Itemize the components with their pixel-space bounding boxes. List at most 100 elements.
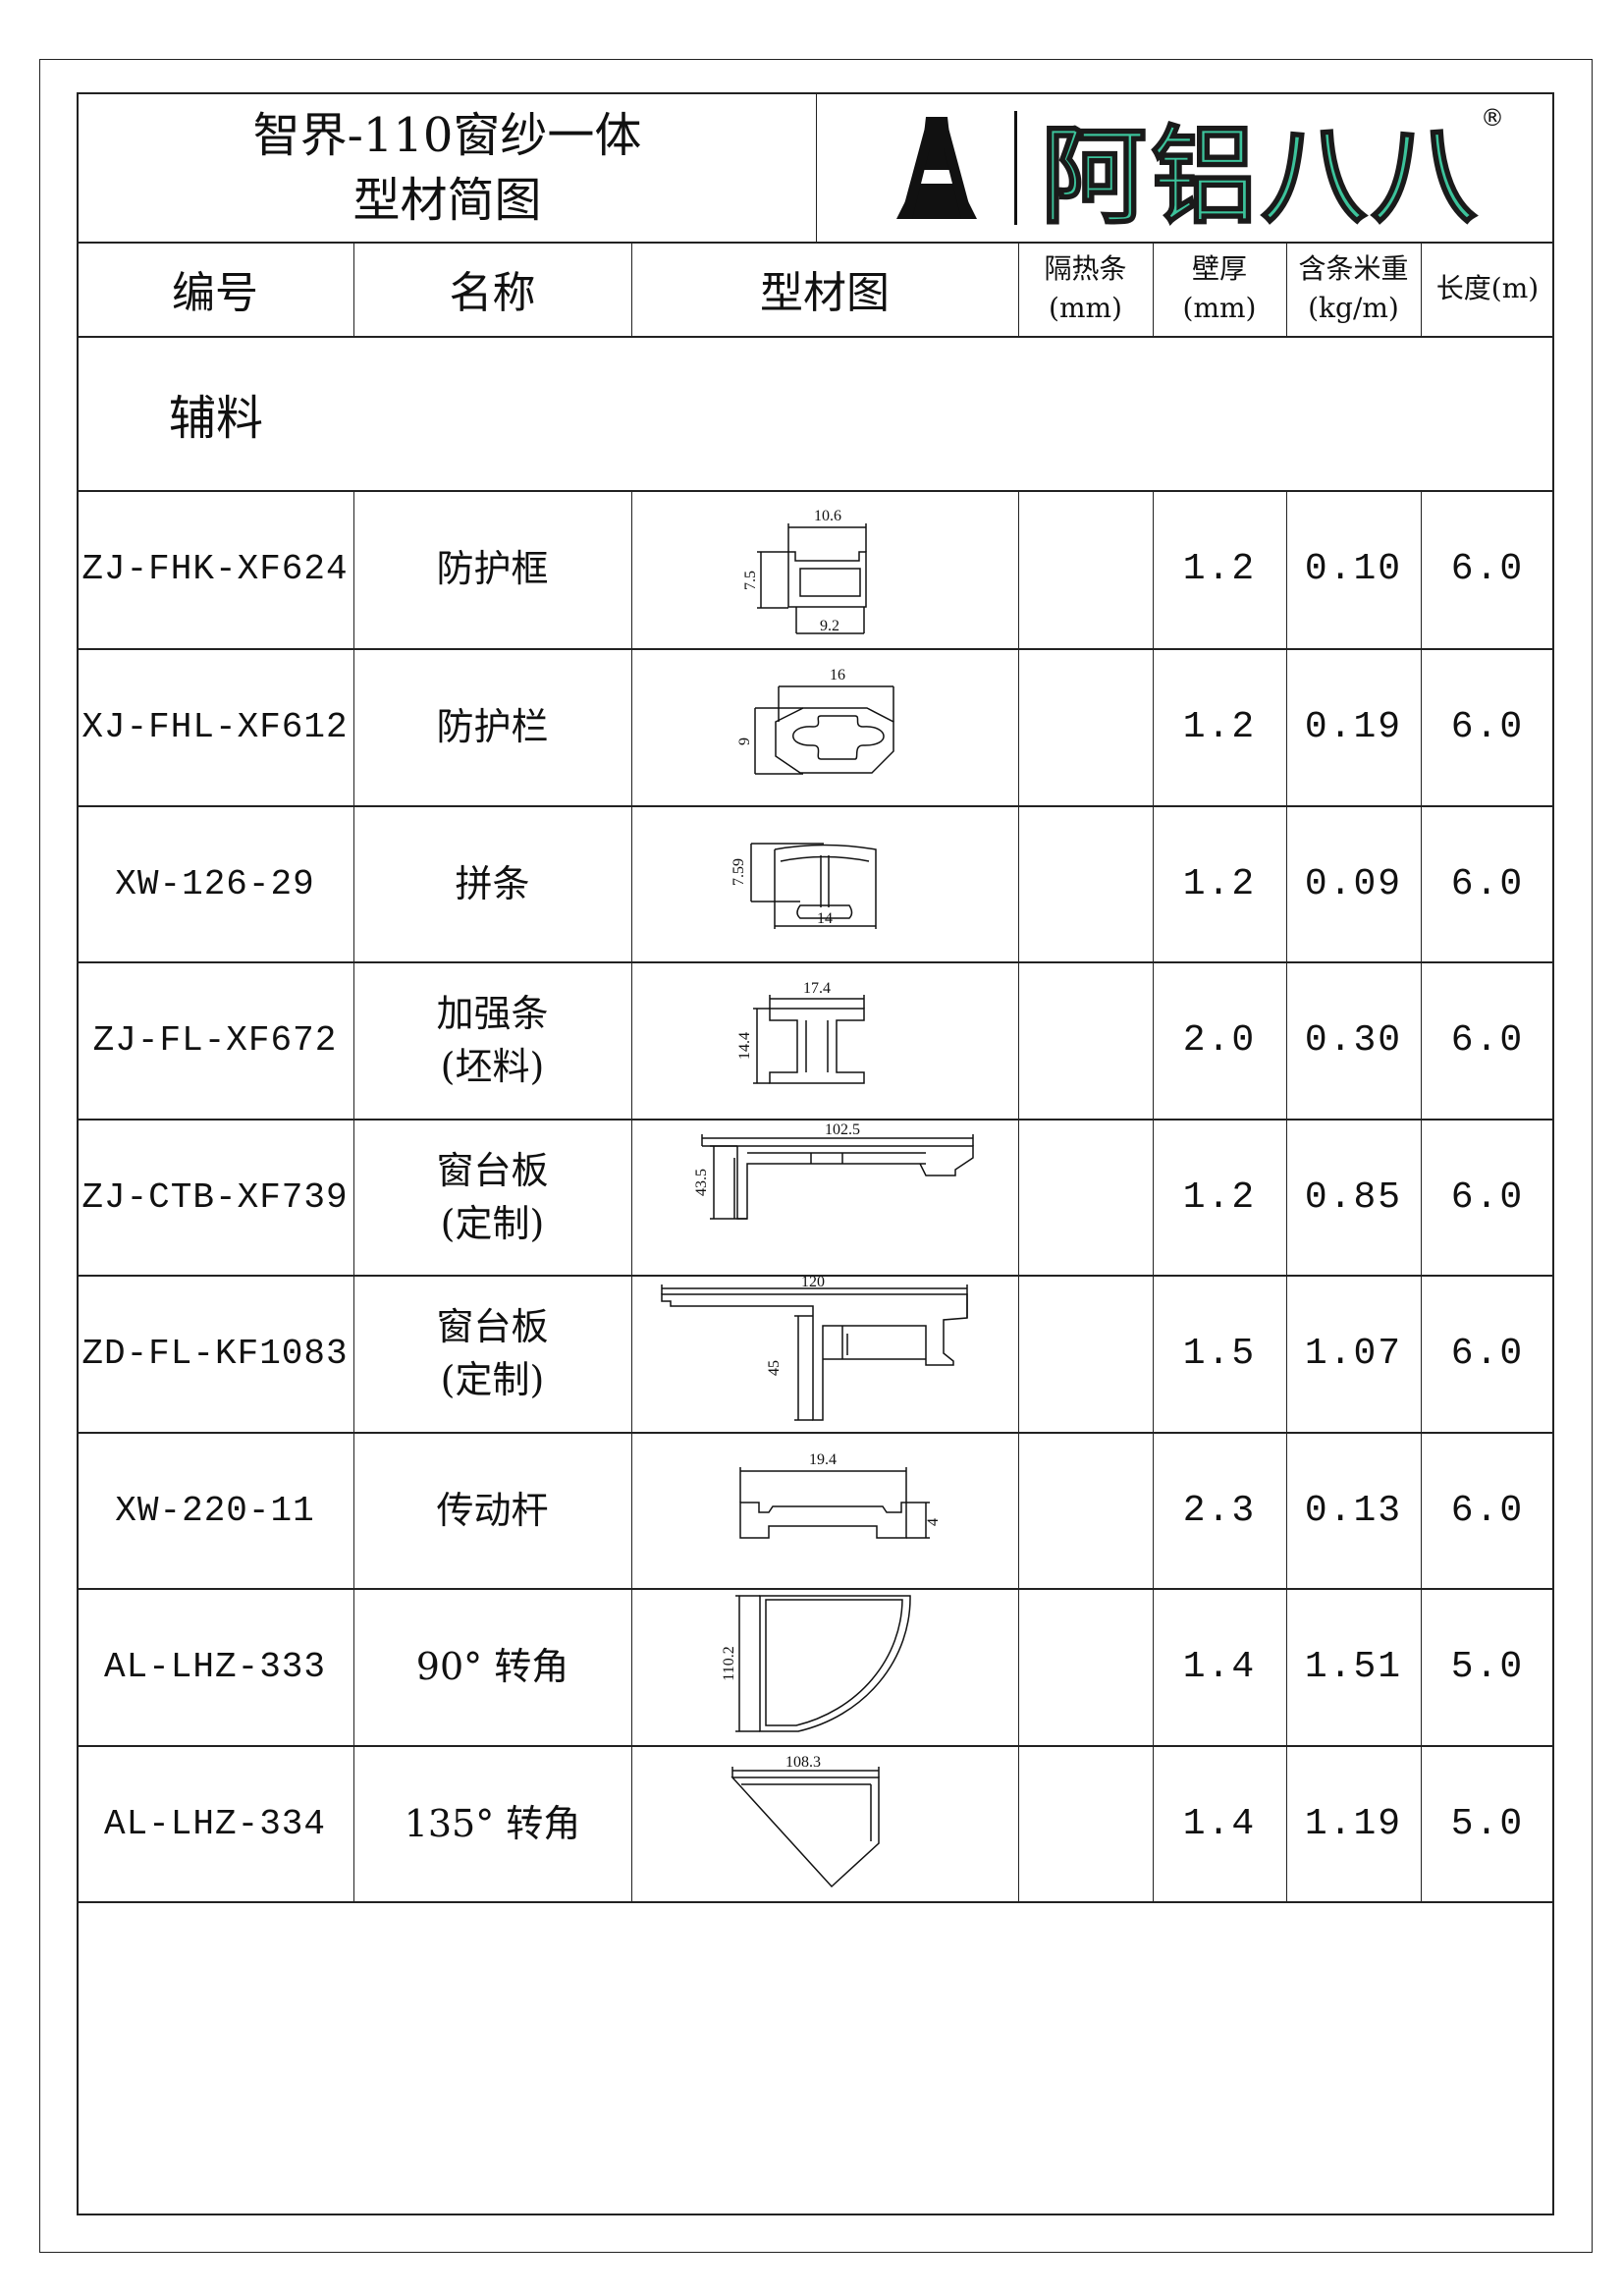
profile-cross-section-drawing: 10.6 7.5 9.2: [742, 508, 867, 634]
profile-code: ZJ-FHK-XF624: [81, 548, 349, 589]
divider: [631, 490, 632, 1901]
weight-per-meter: 1.07: [1304, 1332, 1403, 1375]
profile-name-text: 防护框: [436, 547, 549, 590]
profile-code: ZJ-CTB-XF739: [81, 1176, 349, 1218]
wall-thickness: 1.2: [1182, 1175, 1257, 1219]
profile-name-text: 防护栏: [436, 705, 549, 748]
length: 6.0: [1450, 705, 1525, 748]
profile-name: 拼条: [353, 805, 631, 962]
dimension-label: 120: [801, 1275, 825, 1290]
strip-width: [1018, 490, 1153, 647]
dimension-label: 102.5: [825, 1121, 860, 1138]
section-label: 辅料: [168, 390, 263, 446]
divider: [77, 961, 1554, 963]
registered-mark: ®: [1481, 104, 1505, 132]
weight-per-meter: 0.30: [1304, 1018, 1403, 1062]
divider: [1018, 242, 1019, 336]
divider: [1286, 242, 1287, 336]
dimension-label: 14.4: [736, 1032, 753, 1060]
profile-name: 窗台板 (定制): [353, 1119, 631, 1276]
profile-cross-section-drawing: 120 45: [661, 1275, 968, 1421]
divider: [77, 336, 1554, 338]
profile-name-note: (坯料): [440, 1045, 545, 1088]
profile-name: 135° 转角: [353, 1745, 631, 1902]
dimension-label: 45: [766, 1360, 783, 1376]
profile-name: 90° 转角: [353, 1588, 631, 1745]
strip-width: [1018, 1119, 1153, 1276]
divider: [77, 1901, 1554, 1903]
profile-name: 加强条 (坯料): [353, 961, 631, 1119]
profile-name-text: 90° 转角: [415, 1645, 569, 1688]
profile-table: [77, 92, 1554, 2215]
divider: [77, 1588, 1554, 1590]
length: 5.0: [1450, 1802, 1525, 1845]
profile-cross-section-drawing: 7.59 14: [730, 843, 877, 929]
dimension-label: 10.6: [814, 508, 841, 524]
profile-cross-section-drawing: 16 9: [736, 667, 894, 775]
profile-name-text: 窗台板: [436, 1149, 549, 1192]
profile-name: 传动杆: [353, 1432, 631, 1589]
profile-drawing: 7.59 14: [631, 805, 1018, 962]
header-wall-unit: (mm): [1182, 292, 1257, 324]
length: 5.0: [1450, 1645, 1525, 1688]
profile-code: AL-LHZ-333: [103, 1646, 327, 1687]
profile-code: ZD-FL-KF1083: [81, 1333, 349, 1374]
dimension-label: 19.4: [809, 1451, 837, 1468]
page-border: [39, 59, 1593, 2253]
weight-per-meter: 0.85: [1304, 1175, 1403, 1219]
strip-width: [1018, 1275, 1153, 1432]
strip-width: [1018, 1432, 1153, 1589]
wall-thickness: 1.5: [1182, 1332, 1257, 1375]
length: 6.0: [1450, 1175, 1525, 1219]
logo-brand-text: 阿铝八八: [1040, 115, 1482, 240]
divider: [1421, 242, 1422, 336]
profile-drawing: 19.4 4: [631, 1432, 1018, 1589]
wall-thickness: 2.0: [1182, 1018, 1257, 1062]
divider: [77, 490, 1554, 492]
divider: [1286, 490, 1287, 1901]
length: 6.0: [1450, 547, 1525, 590]
header-strip-label: 隔热条: [1044, 252, 1127, 285]
title-line-2: 型材简图: [352, 173, 542, 228]
profile-name-text: 加强条: [436, 992, 549, 1035]
wall-thickness: 1.2: [1182, 705, 1257, 748]
wall-thickness: 2.3: [1182, 1489, 1257, 1532]
weight-per-meter: 0.09: [1304, 862, 1403, 905]
title-line-1: 智界-110窗纱一体: [252, 108, 642, 163]
profile-name-text: 窗台板: [436, 1305, 549, 1348]
strip-width: [1018, 648, 1153, 805]
header-drawing: 型材图: [760, 268, 890, 318]
dimension-label: 43.5: [693, 1169, 710, 1196]
divider: [1153, 490, 1154, 1901]
profile-cross-section-drawing: 108.3: [730, 1754, 880, 1888]
dimension-label: 7.5: [742, 571, 759, 590]
dimension-label: 9: [736, 738, 753, 745]
profile-cross-section-drawing: 102.5 43.5: [693, 1121, 974, 1220]
strip-width: [1018, 961, 1153, 1119]
length: 6.0: [1450, 1018, 1525, 1062]
weight-per-meter: 0.10: [1304, 547, 1403, 590]
profile-code: XW-126-29: [115, 863, 315, 904]
divider: [77, 242, 1554, 244]
profile-name-text: 传动杆: [436, 1489, 549, 1532]
divider: [77, 1745, 1554, 1747]
divider: [1018, 490, 1019, 1901]
profile-name-text: 拼条: [455, 862, 530, 905]
profile-drawing: 17.4 14.4: [631, 961, 1018, 1119]
profile-name-note: (定制): [440, 1358, 545, 1401]
weight-per-meter: 1.19: [1304, 1802, 1403, 1845]
profile-name: 窗台板 (定制): [353, 1275, 631, 1432]
divider: [77, 648, 1554, 650]
divider: [77, 805, 1554, 807]
profile-cross-section-drawing: 19.44: [739, 1451, 942, 1539]
wall-thickness: 1.2: [1182, 547, 1257, 590]
dimension-label: 14: [817, 910, 833, 927]
dimension-label: 4: [925, 1518, 942, 1526]
header-strip: 隔热条 (mm): [1018, 242, 1153, 336]
brand-logo: 阿铝八八 ®: [818, 94, 1552, 242]
strip-width: [1018, 1588, 1153, 1745]
logo-divider: [1014, 111, 1017, 225]
profile-drawing: 108.3: [631, 1745, 1018, 1902]
document-title: 智界-110窗纱一体 型材简图: [79, 94, 816, 242]
profile-drawing: 10.6 7.5 9.2: [631, 490, 1018, 647]
